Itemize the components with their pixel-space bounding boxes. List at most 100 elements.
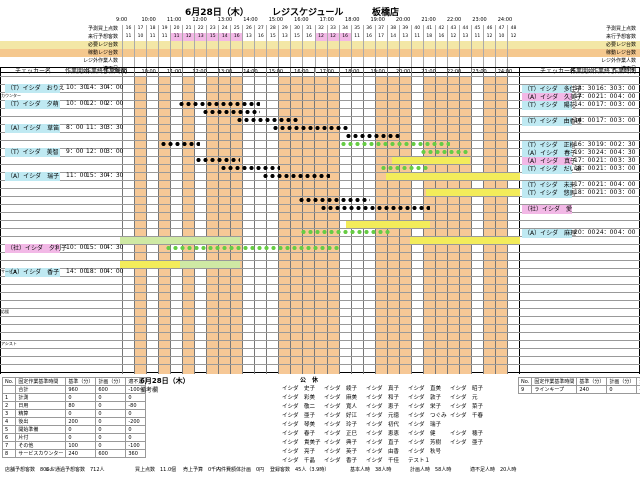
holiday-name: テスト１ xyxy=(408,458,431,464)
header-cell: 38 xyxy=(386,25,399,33)
grid-col xyxy=(206,68,208,374)
side-label: サービス xyxy=(1,269,17,274)
header-cell xyxy=(278,41,290,49)
header-cell: 22 xyxy=(194,25,207,33)
header-cell: 11 xyxy=(410,33,423,41)
peak-col xyxy=(291,76,303,374)
staff-end-right: 24：00 xyxy=(596,149,618,156)
footer-item: 買上点数 11.0個 xyxy=(135,467,177,473)
schedule-mark xyxy=(410,237,520,244)
staff-end-right: 24：00 xyxy=(596,229,618,236)
grid-row-line xyxy=(0,76,640,77)
table-cell: 0 xyxy=(95,393,127,402)
header-cell: 47 xyxy=(494,25,507,33)
header-cell: 46 xyxy=(482,25,495,33)
holiday-label: 公 休 xyxy=(300,377,319,384)
grid-col xyxy=(194,68,196,374)
table-cell: 日用 xyxy=(15,401,67,410)
header-cell: 27 xyxy=(254,25,267,33)
schedule-mark xyxy=(298,197,370,203)
holiday-name: イシダ 貴美子 xyxy=(282,440,321,446)
staff-end-right: 21：00 xyxy=(596,93,618,100)
bottom-section: No. 固定作業基準時間 基準（分） 計画（分） 適不足 合計 960 600 -100 1 計測 0… xyxy=(0,375,640,470)
table-cell: 0 xyxy=(95,409,127,418)
staff-end-right: 21：00 xyxy=(596,181,618,188)
header-cell xyxy=(242,57,254,65)
staff-start-right: 18：00 xyxy=(574,165,596,172)
header-cell xyxy=(302,49,314,57)
header-cell: 36 xyxy=(362,25,375,33)
hour-tick: 20:00 xyxy=(395,17,411,23)
grid-header-label-right: チェッカー名 xyxy=(540,68,577,75)
header-cell xyxy=(350,41,363,49)
table-cell: 3 xyxy=(1,409,17,418)
store-name: 板橋店 xyxy=(372,8,400,18)
header-cell xyxy=(326,49,339,57)
grid-hour-tick: 22:00 xyxy=(446,69,462,75)
staff-hours-right: 3：00 xyxy=(618,101,636,108)
staff-name-right: （T）イシダ 陽花 xyxy=(522,101,576,110)
table-cell: 7 xyxy=(1,441,17,450)
header-cell xyxy=(470,41,483,49)
grid-row-line xyxy=(0,164,640,165)
holiday-name: イシダ 琴美 xyxy=(282,422,316,428)
table-cell: 0 xyxy=(65,433,97,442)
holiday-name: イシダ 秋号 xyxy=(408,449,442,455)
table-row: 1 計測 0 0 0 xyxy=(1,393,147,402)
table-cell: -200 xyxy=(125,417,147,426)
hour-tick: 21:00 xyxy=(421,17,436,23)
header-row-label: 来行予想客数 xyxy=(87,34,118,40)
hour-tick: 9:00 xyxy=(116,17,128,23)
holiday-name: イシダ 恵子 xyxy=(366,404,400,410)
schedule-date: 6月28日（木） xyxy=(185,8,249,18)
header-cell: 37 xyxy=(374,25,387,33)
holiday-name: イシダ 元徳 xyxy=(366,413,400,419)
staff-hours: 4：30 xyxy=(106,244,124,251)
grid-row-line xyxy=(0,156,640,157)
holiday-name: イシダ 香子 xyxy=(324,458,358,464)
grid-hour-tick: 15:00 xyxy=(268,69,284,75)
staff-name: （社）イシダ 夕利子 xyxy=(5,244,68,253)
schedule-mark xyxy=(160,141,200,147)
schedule-mark xyxy=(320,205,430,211)
table-row: 8 サービスカウンター 240 600 360 xyxy=(1,449,147,458)
table-header: 基準（分） xyxy=(65,377,97,386)
peak-col xyxy=(315,76,327,374)
footer-item: 計画人時 58人時 xyxy=(410,467,452,473)
footer-item: 基本人時 38人時 xyxy=(350,467,392,473)
grid-row-line xyxy=(0,268,640,269)
header-cell xyxy=(194,57,206,65)
staff-end: 12：00 xyxy=(86,100,108,107)
header-cell: 44 xyxy=(458,25,471,33)
header-cell xyxy=(362,41,375,49)
header-cell: 12 xyxy=(446,33,459,41)
header-row-label: 必要レジ台数 xyxy=(87,42,118,48)
staff-name: （A）イシダ 瑞子 xyxy=(5,172,60,181)
table-header: No. xyxy=(517,377,533,386)
grid-row-line xyxy=(0,196,640,197)
header-cell: 14 xyxy=(386,33,399,41)
header-cell: 21 xyxy=(182,25,195,33)
header-cell xyxy=(146,41,158,49)
grid-row-line xyxy=(0,276,640,277)
holiday-name: イシダ 敦子 xyxy=(408,395,442,401)
header-cell: 12 xyxy=(182,33,195,41)
staff-end-right: 19：00 xyxy=(596,141,618,148)
header-cell: 26 xyxy=(242,25,255,33)
hour-tick: 24:00 xyxy=(497,17,513,23)
header-cell xyxy=(326,57,339,65)
table-cell: 後出 xyxy=(15,417,67,426)
header-cell xyxy=(386,57,399,65)
header-cell xyxy=(326,41,339,49)
header-cell xyxy=(170,41,182,49)
header-cell xyxy=(266,57,278,65)
header-cell xyxy=(374,49,387,57)
table-cell: 200 xyxy=(65,417,97,426)
staff-start-right: 17：00 xyxy=(574,157,596,164)
table-cell xyxy=(1,385,17,394)
table-cell: -80 xyxy=(125,401,147,410)
schedule-mark xyxy=(272,125,350,131)
grid-col xyxy=(230,68,232,374)
header-cell xyxy=(482,41,495,49)
